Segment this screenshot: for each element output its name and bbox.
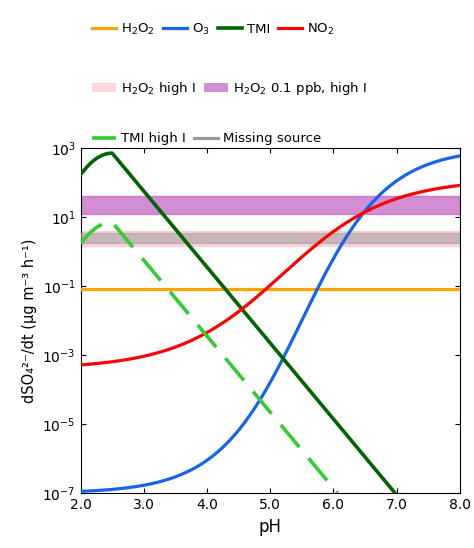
Bar bbox=[81, 233, 460, 243]
Bar bbox=[81, 231, 460, 247]
Y-axis label: dSO₄²⁻/dt (μg m⁻³ h⁻¹): dSO₄²⁻/dt (μg m⁻³ h⁻¹) bbox=[22, 238, 37, 403]
Bar bbox=[81, 196, 460, 214]
X-axis label: pH: pH bbox=[259, 518, 282, 535]
Legend: TMI high I, Missing source: TMI high I, Missing source bbox=[87, 127, 327, 151]
